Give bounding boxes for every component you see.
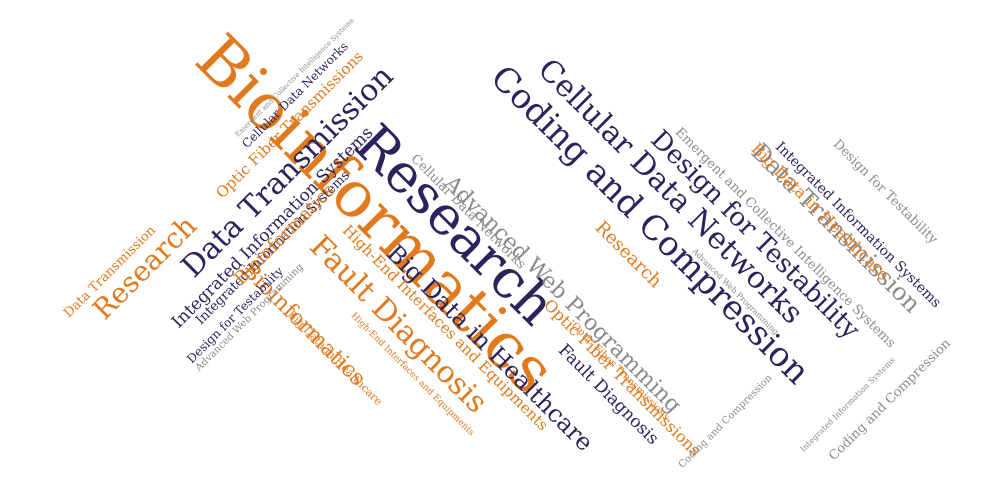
word-big-data-in-healthcare-small: Big Data in Healthcare — [285, 308, 385, 408]
word-coding-and-compression-bottom: Coding and Compression — [676, 372, 775, 471]
